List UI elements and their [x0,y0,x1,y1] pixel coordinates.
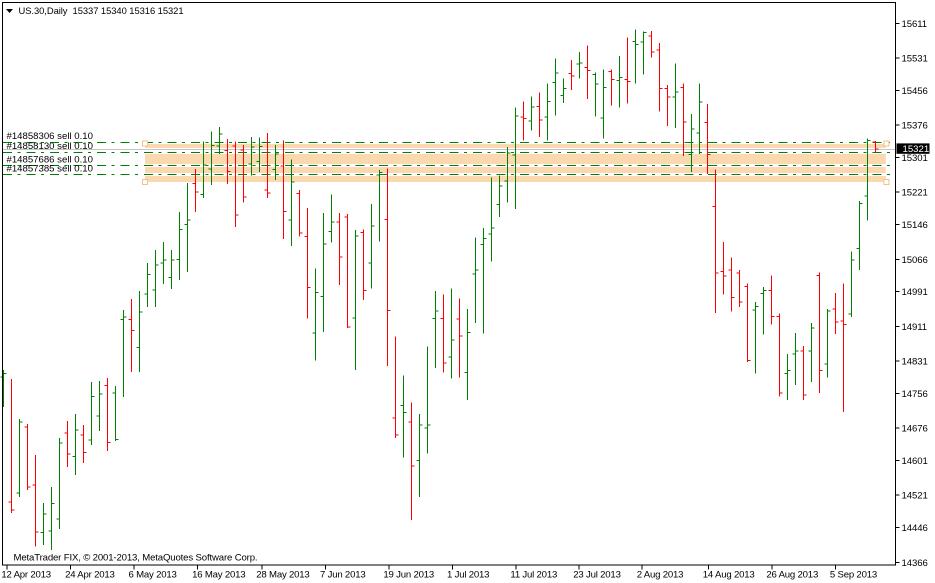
svg-text:6 May 2013: 6 May 2013 [129,570,177,581]
svg-text:15611: 15611 [902,19,927,30]
svg-text:#14857385 sell 0.10: #14857385 sell 0.10 [7,164,93,175]
svg-text:15146: 15146 [902,220,928,231]
svg-text:15301: 15301 [902,153,928,164]
svg-text:23 Jul 2013: 23 Jul 2013 [573,570,620,581]
svg-text:14991: 14991 [902,287,928,298]
svg-text:7 Jun 2013: 7 Jun 2013 [320,570,365,581]
svg-text:#14857686 sell 0.10: #14857686 sell 0.10 [7,155,93,166]
svg-text:14366: 14366 [902,558,928,569]
svg-text:14 Aug 2013: 14 Aug 2013 [703,570,755,581]
svg-text:11 Jul 2013: 11 Jul 2013 [510,570,557,581]
svg-text:15321: 15321 [903,144,930,155]
svg-text:24 Apr 2013: 24 Apr 2013 [65,570,115,581]
svg-text:US.30,Daily 15337 15340 15316: US.30,Daily 15337 15340 15316 15321 [19,5,184,16]
svg-text:28 May 2013: 28 May 2013 [256,570,309,581]
svg-text:#14858130 sell 0.10: #14858130 sell 0.10 [7,141,93,152]
svg-text:19 Jun 2013: 19 Jun 2013 [383,570,434,581]
svg-text:1 Jul 2013: 1 Jul 2013 [447,570,489,581]
svg-text:#14858306 sell 0.10: #14858306 sell 0.10 [7,131,93,142]
svg-text:2 Aug 2013: 2 Aug 2013 [637,570,684,581]
svg-text:14601: 14601 [902,456,928,467]
svg-text:14676: 14676 [902,424,928,435]
svg-text:16 May 2013: 16 May 2013 [192,570,245,581]
svg-text:15531: 15531 [902,53,928,64]
svg-text:14446: 14446 [902,523,928,534]
svg-text:14521: 14521 [902,491,928,502]
svg-text:15221: 15221 [902,188,928,199]
svg-text:14756: 14756 [902,389,928,400]
svg-text:MetaTrader FIX, © 2001-2013, M: MetaTrader FIX, © 2001-2013, MetaQuotes … [14,553,258,564]
svg-text:15066: 15066 [902,255,928,266]
svg-text:14831: 14831 [902,357,928,368]
svg-text:26 Aug 2013: 26 Aug 2013 [766,570,818,581]
svg-text:15456: 15456 [902,86,928,97]
svg-text:15376: 15376 [902,121,928,132]
svg-text:5 Sep 2013: 5 Sep 2013 [830,570,877,581]
svg-text:12 Apr 2013: 12 Apr 2013 [1,570,51,581]
svg-text:14911: 14911 [902,322,927,333]
